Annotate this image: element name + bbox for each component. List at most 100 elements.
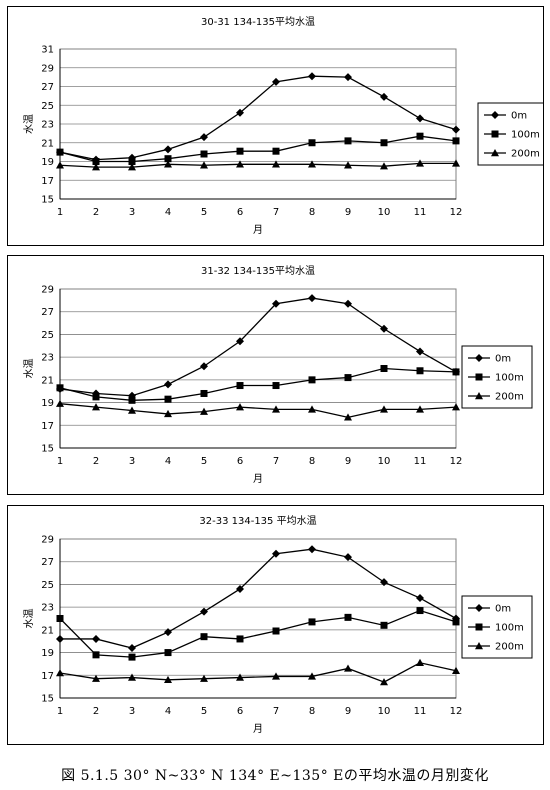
chart-2-series-1-point bbox=[236, 635, 244, 643]
chart-0-ytick-label: 17 bbox=[41, 176, 54, 187]
chart-0-series-2-point bbox=[416, 159, 424, 167]
chart-1-series-2-point bbox=[380, 405, 388, 413]
chart-0-series-1-point bbox=[128, 158, 136, 165]
chart-0-legend-label-2: 200m bbox=[511, 149, 540, 160]
chart-2-xtick-label: 4 bbox=[165, 706, 171, 717]
chart-1-xtick-label: 5 bbox=[201, 456, 207, 467]
chart-2-series-1-line bbox=[59, 609, 457, 658]
chart-0-xtick-label: 6 bbox=[237, 207, 243, 218]
chart-2-series-0-point bbox=[344, 553, 352, 562]
chart-0-legend-label-1: 100m bbox=[511, 130, 540, 141]
chart-0-series-1-point bbox=[344, 137, 352, 145]
chart-1-xtick-label: 7 bbox=[273, 456, 279, 467]
chart-0-series-0-point bbox=[452, 125, 460, 134]
chart-0-legend-marker-2 bbox=[491, 149, 499, 157]
chart-2-series-2-point bbox=[308, 672, 316, 680]
chart-2-series-1-point bbox=[344, 613, 352, 621]
chart-1-series-1-point bbox=[200, 389, 208, 397]
chart-2-series-1-point bbox=[416, 607, 424, 615]
chart-0-xlabel: 月 bbox=[253, 224, 263, 236]
chart-1-series-2-point bbox=[164, 409, 172, 418]
chart-1-title: 31-32 134-135平均水温 bbox=[201, 265, 315, 277]
chart-1-xtick-label: 2 bbox=[93, 456, 99, 467]
chart-2-ytick-label: 27 bbox=[41, 557, 54, 568]
chart-1-series-1-point bbox=[236, 382, 244, 390]
chart-1-series-1-point bbox=[452, 368, 460, 376]
chart-1-legend-label-1: 100m bbox=[495, 373, 524, 384]
chart-1-series-2-line bbox=[59, 403, 457, 419]
chart-1-series-0-point bbox=[416, 347, 424, 356]
chart-1-series-0-point bbox=[272, 299, 280, 308]
chart-1-ytick-label: 17 bbox=[41, 421, 54, 432]
chart-1-series-1-point bbox=[344, 374, 352, 382]
chart-1-series-2-point bbox=[236, 403, 244, 411]
chart-0-series-0-point bbox=[236, 108, 244, 117]
chart-1-ytick-label: 27 bbox=[41, 307, 54, 318]
chart-0-title: 30-31 134-135平均水温 bbox=[201, 16, 315, 28]
chart-0-xtick-label: 7 bbox=[273, 207, 279, 218]
chart-0-series-2-point bbox=[164, 160, 172, 168]
chart-1-series-0-point bbox=[308, 294, 316, 303]
chart-2-series-0-point bbox=[164, 628, 172, 637]
chart-2-legend-label-2: 200m bbox=[495, 642, 524, 653]
chart-0-series-2-line bbox=[59, 162, 456, 168]
chart-1-xtick-label: 3 bbox=[129, 456, 135, 467]
chart-1-xtick-label: 1 bbox=[57, 456, 63, 467]
chart-2-series-0-point bbox=[416, 594, 424, 603]
chart-0-series-0-line bbox=[59, 75, 457, 161]
chart-0-series-2-point bbox=[452, 159, 460, 167]
chart-2-series-2-line bbox=[59, 662, 457, 683]
chart-2-ytick-label: 21 bbox=[41, 625, 54, 636]
chart-1-series-2-point bbox=[128, 406, 136, 414]
chart-2-series-2-point bbox=[344, 664, 352, 672]
chart-2-series-2-point bbox=[164, 675, 172, 684]
chart-1-series-1-point bbox=[164, 395, 172, 403]
chart-0-series-1-point bbox=[272, 147, 280, 155]
chart-0-series-2-point bbox=[344, 161, 352, 169]
chart-0-series-1-point bbox=[92, 158, 100, 165]
chart-2-ytick-label: 29 bbox=[41, 535, 54, 546]
chart-0-ytick-label: 21 bbox=[41, 138, 54, 149]
chart-1-ytick-label: 19 bbox=[41, 398, 54, 409]
chart-1-xtick-label: 10 bbox=[378, 456, 391, 467]
chart-2-legend-label-0: 0m bbox=[495, 604, 511, 615]
chart-1-series-1-point bbox=[56, 384, 64, 392]
chart-1-series-0-point bbox=[236, 337, 244, 346]
chart-1-series-0-point bbox=[164, 380, 172, 389]
chart-2-xtick-label: 10 bbox=[378, 706, 391, 717]
chart-0-series-2-point bbox=[128, 163, 136, 171]
chart-0-series-2-point bbox=[92, 163, 100, 171]
chart-0-ytick-label: 31 bbox=[41, 45, 54, 56]
chart-panel-2: 32-33 134-135 平均水温 15 17 19 21 23 25 27 29 1 2 3 4 5 6… bbox=[7, 505, 544, 745]
chart-1-legend-marker-1 bbox=[475, 373, 483, 381]
chart-0-series-0-point bbox=[272, 77, 280, 86]
chart-1-series-1-line bbox=[59, 367, 457, 401]
chart-2-xtick-label: 12 bbox=[450, 706, 463, 717]
chart-2-series-0-point bbox=[128, 644, 136, 653]
chart-0-xtick-label: 1 bbox=[57, 207, 63, 218]
chart-1-series-1-point bbox=[416, 367, 424, 375]
chart-1-series-1-point bbox=[272, 382, 280, 390]
chart-2-series-1-point bbox=[380, 621, 388, 629]
chart-1-plot-frame bbox=[59, 288, 457, 449]
chart-2-xtick-label: 3 bbox=[129, 706, 135, 717]
chart-2-series-2-point bbox=[236, 673, 244, 681]
chart-2-legend-label-1: 100m bbox=[495, 623, 524, 634]
chart-1-series-2-point bbox=[416, 405, 424, 413]
chart-0-series-1-point bbox=[308, 139, 316, 147]
chart-0-xtick-label: 3 bbox=[129, 207, 135, 218]
chart-0-series-1-point bbox=[452, 137, 460, 145]
chart-panel-0: 30-31 134-135平均水温 15 17 19 21 23 25 27 29 31 1 2 3 4 5… bbox=[7, 6, 544, 246]
chart-0-ytick-label: 15 bbox=[41, 195, 54, 206]
chart-0-legend: 0m 100m 200m bbox=[477, 102, 543, 166]
chart-2-series-2-point bbox=[272, 672, 280, 680]
chart-1-series-1-point bbox=[380, 365, 388, 372]
chart-0-series-0-point bbox=[308, 72, 316, 81]
chart-0-series-1-point bbox=[236, 147, 244, 155]
chart-2-series-2-point bbox=[380, 678, 388, 686]
chart-0-series-1-point bbox=[380, 139, 388, 147]
chart-2-series-0-point bbox=[272, 549, 280, 558]
